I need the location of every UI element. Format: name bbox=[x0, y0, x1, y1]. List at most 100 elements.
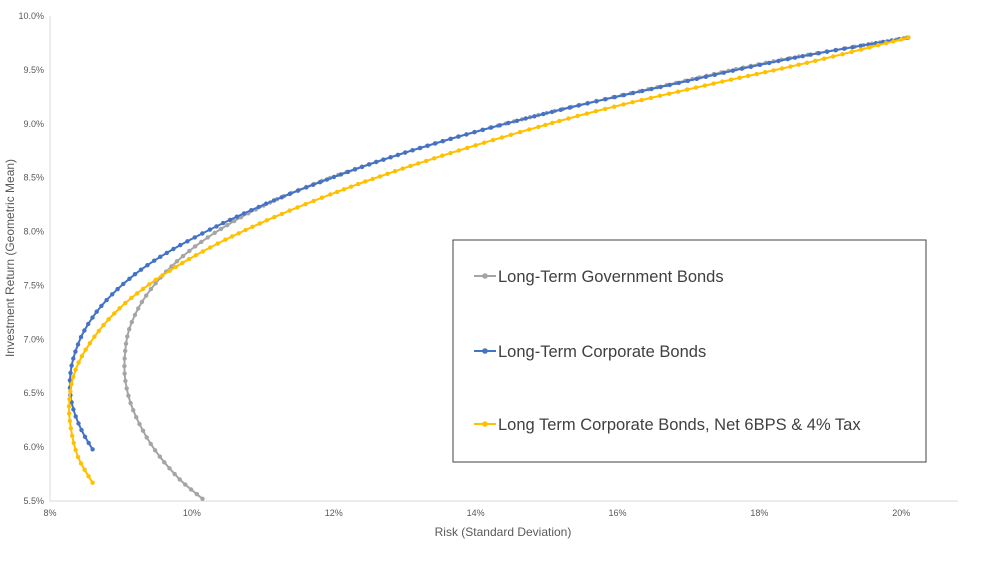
data-point bbox=[621, 102, 626, 107]
data-point bbox=[129, 319, 134, 325]
data-point bbox=[124, 386, 129, 391]
data-point bbox=[158, 254, 163, 259]
data-point bbox=[167, 466, 172, 471]
data-point bbox=[173, 264, 178, 270]
plot-area bbox=[66, 35, 911, 501]
data-point bbox=[134, 415, 139, 420]
data-point bbox=[188, 487, 194, 492]
data-point bbox=[432, 156, 437, 161]
data-point bbox=[377, 174, 383, 179]
data-point bbox=[90, 315, 95, 320]
data-point bbox=[363, 179, 368, 184]
data-point bbox=[287, 208, 292, 213]
data-point bbox=[675, 89, 681, 94]
data-point bbox=[891, 39, 896, 44]
data-point bbox=[295, 205, 300, 210]
legend: Long-Term Government Bonds Long-Term Corp… bbox=[452, 239, 927, 463]
data-point bbox=[703, 74, 708, 80]
data-point bbox=[127, 276, 132, 281]
data-point bbox=[594, 99, 599, 104]
data-point bbox=[218, 226, 224, 232]
data-point bbox=[816, 51, 821, 56]
data-point bbox=[287, 191, 292, 197]
data-point bbox=[69, 400, 74, 405]
data-point bbox=[177, 477, 182, 482]
data-point bbox=[71, 356, 76, 361]
data-point bbox=[385, 171, 390, 176]
data-point bbox=[83, 347, 88, 352]
legend-entry-1: Long-Term Government Bonds bbox=[474, 268, 724, 286]
data-point bbox=[172, 471, 177, 477]
data-point bbox=[549, 109, 555, 115]
data-point bbox=[883, 41, 889, 46]
y-tick-label: 8.0% bbox=[23, 227, 44, 237]
data-point bbox=[71, 407, 76, 412]
data-point bbox=[186, 256, 192, 262]
data-point bbox=[630, 100, 635, 105]
data-point bbox=[76, 360, 81, 365]
data-point bbox=[67, 396, 72, 402]
data-point bbox=[75, 342, 81, 347]
data-point bbox=[145, 263, 150, 268]
data-point bbox=[685, 78, 690, 84]
data-point bbox=[392, 169, 398, 174]
y-tick-label: 6.0% bbox=[23, 442, 44, 452]
data-point bbox=[127, 327, 132, 332]
data-point bbox=[593, 109, 599, 114]
data-point bbox=[876, 43, 881, 48]
data-point bbox=[117, 306, 122, 311]
data-point bbox=[359, 164, 365, 170]
data-point bbox=[898, 37, 904, 42]
data-point bbox=[180, 253, 186, 259]
data-point bbox=[771, 68, 776, 73]
data-point bbox=[737, 75, 742, 81]
data-point bbox=[849, 49, 854, 55]
legend-label: Long-Term Government Bonds bbox=[498, 268, 724, 286]
data-point bbox=[139, 299, 145, 305]
data-point bbox=[754, 71, 759, 77]
data-point bbox=[82, 467, 87, 472]
data-point bbox=[66, 404, 72, 409]
data-point bbox=[448, 136, 453, 142]
data-point bbox=[208, 245, 213, 250]
data-point bbox=[136, 306, 141, 311]
data-point bbox=[178, 242, 183, 248]
data-point bbox=[338, 172, 344, 177]
data-point bbox=[212, 230, 217, 235]
data-point bbox=[532, 114, 537, 119]
data-point bbox=[536, 124, 541, 130]
data-point bbox=[345, 169, 351, 175]
data-point bbox=[122, 371, 127, 376]
data-point bbox=[657, 93, 663, 99]
data-point bbox=[788, 64, 793, 69]
data-point bbox=[122, 356, 127, 361]
data-point bbox=[739, 66, 744, 71]
y-tick-label: 6.5% bbox=[23, 388, 44, 398]
data-point bbox=[676, 80, 681, 86]
data-point bbox=[148, 286, 154, 292]
data-point bbox=[234, 214, 240, 219]
data-point bbox=[728, 77, 734, 82]
data-point bbox=[180, 260, 185, 266]
data-point bbox=[121, 281, 126, 287]
data-point bbox=[78, 461, 84, 466]
data-point bbox=[220, 220, 226, 226]
data-point bbox=[231, 218, 237, 224]
data-point bbox=[906, 35, 911, 40]
data-point bbox=[424, 158, 429, 164]
data-point bbox=[125, 334, 130, 339]
data-point bbox=[250, 224, 255, 229]
x-axis: 8% 10% 12% 14% 16% 18% 20% bbox=[43, 500, 958, 518]
data-point bbox=[693, 85, 699, 90]
data-point bbox=[157, 454, 162, 459]
legend-entry-3: Long Term Corporate Bonds, Net 6BPS & 4%… bbox=[474, 416, 861, 434]
data-point bbox=[67, 378, 73, 383]
data-point bbox=[257, 221, 262, 226]
data-point bbox=[200, 249, 206, 254]
data-point bbox=[440, 139, 445, 144]
data-point bbox=[557, 118, 562, 124]
data-point bbox=[648, 95, 654, 101]
data-point bbox=[106, 317, 111, 322]
data-point bbox=[87, 341, 93, 346]
